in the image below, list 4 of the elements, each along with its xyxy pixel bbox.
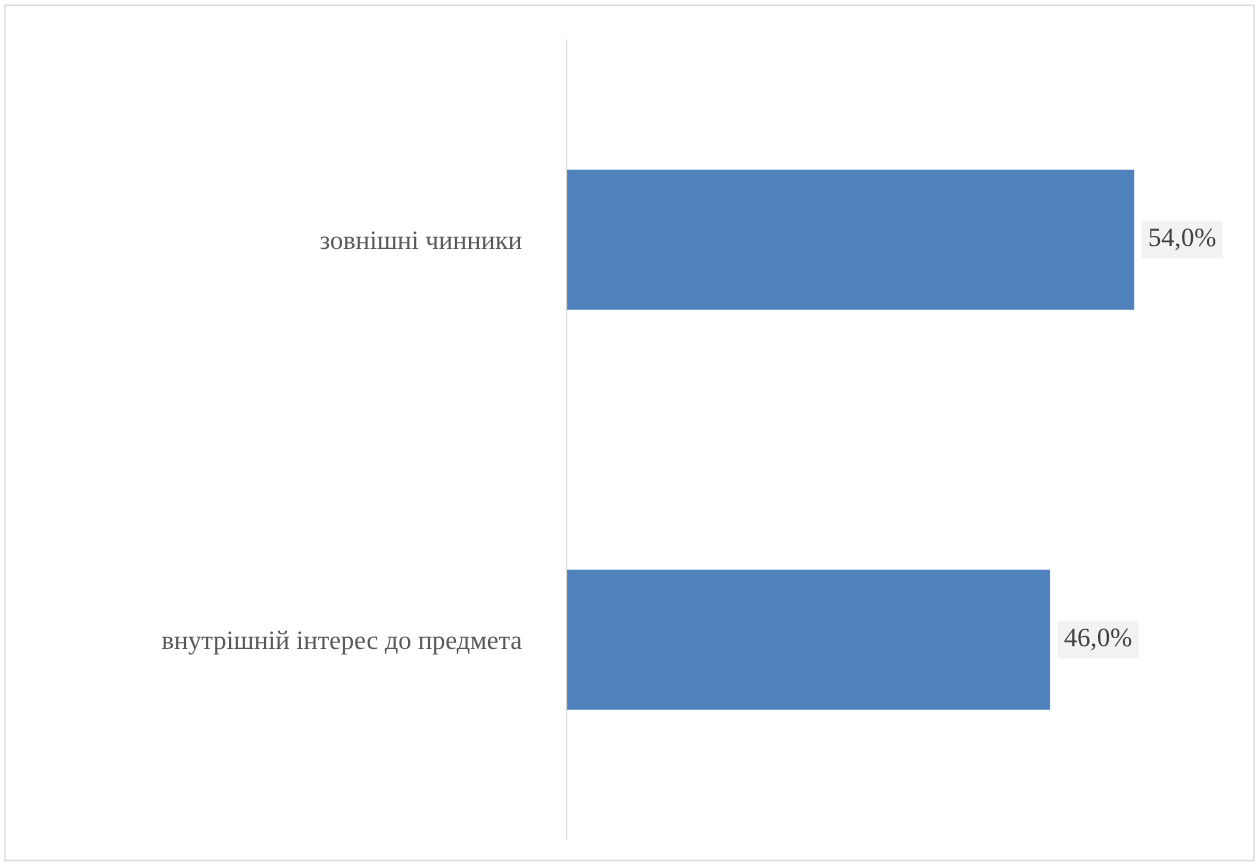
- data-label: 54,0%: [1149, 228, 1216, 251]
- data-label: 46,0%: [1064, 628, 1132, 651]
- y-tick-label: зовнішні чинники: [320, 231, 522, 250]
- y-tick-label: внутрішній інтерес до предмета: [162, 630, 522, 655]
